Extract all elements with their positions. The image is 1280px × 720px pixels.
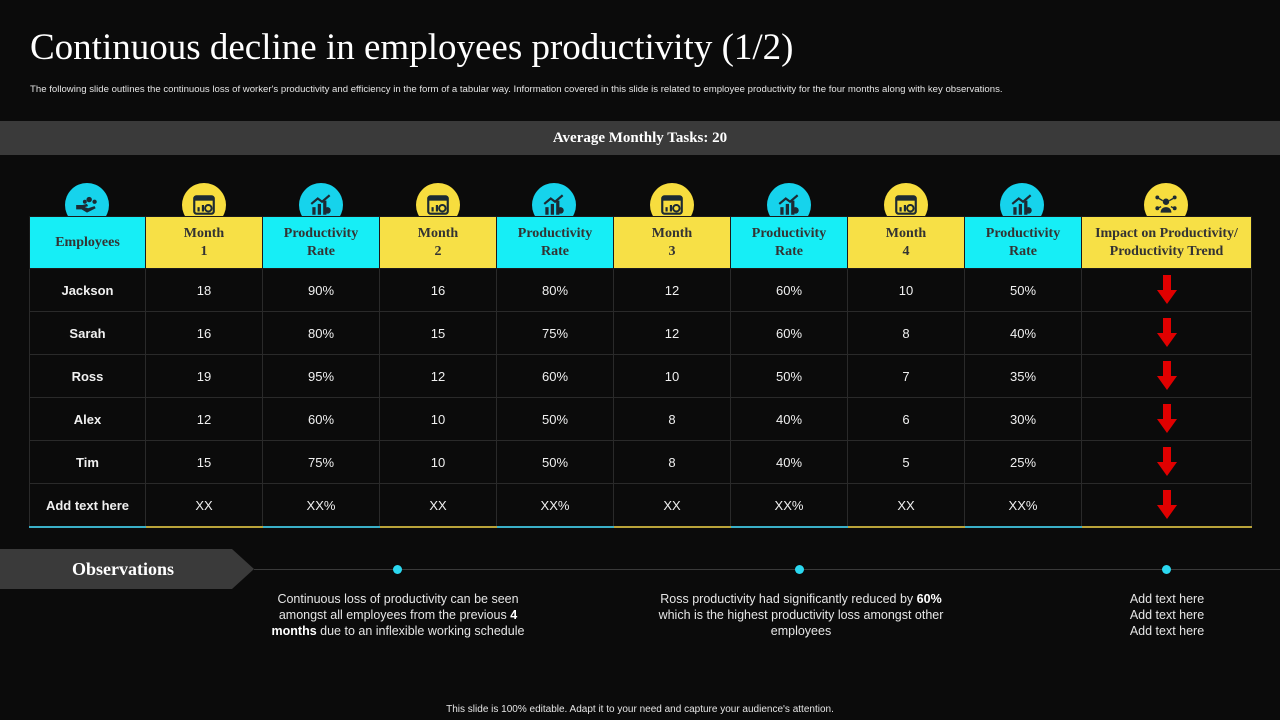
month-tasks-cell: 6 [847,397,965,441]
month-tasks-cell: 16 [379,268,497,312]
down-arrow-icon [1156,318,1177,347]
productivity-rate-cell: 80% [496,268,614,312]
page-title: Continuous decline in employees producti… [30,27,794,68]
productivity-rate-cell: XX% [964,483,1082,528]
month-tasks-cell: XX [379,483,497,528]
header-productivity-rate-3: Productivity Rate [730,216,848,269]
month-tasks-cell: 8 [613,440,731,484]
month-tasks-cell: 10 [379,440,497,484]
month-tasks-cell: 8 [847,311,965,355]
productivity-rate-cell: 35% [964,354,1082,398]
productivity-rate-cell: 60% [262,397,380,441]
header-employees: Employees [29,216,146,269]
average-tasks-bar: Average Monthly Tasks: 20 [0,121,1280,155]
productivity-rate-cell: 75% [262,440,380,484]
observation-marker [393,565,402,574]
table-header-row: Employees Month 1 Productivity Rate Month 2… [29,216,1252,269]
productivity-rate-cell: 40% [730,440,848,484]
footer-note: This slide is 100% editable. Adapt it to… [446,704,834,715]
header-month-4: Month 4 [847,216,965,269]
month-tasks-cell: 19 [145,354,263,398]
productivity-rate-cell: XX% [730,483,848,528]
observation-3: Add text here Add text here Add text her… [1129,592,1205,638]
month-tasks-cell: 12 [379,354,497,398]
productivity-rate-cell: 50% [496,397,614,441]
header-productivity-rate-4: Productivity Rate [964,216,1082,269]
month-tasks-cell: XX [847,483,965,528]
month-tasks-cell: 15 [145,440,263,484]
month-tasks-cell: XX [145,483,263,528]
observation-1: Continuous loss of productivity can be s… [271,592,525,638]
table-row: Sarah 16 80% 15 75% 12 60% 8 40% [29,311,1252,355]
trend-cell [1081,440,1252,484]
down-arrow-icon [1156,361,1177,390]
down-arrow-icon [1156,447,1177,476]
employee-name: Tim [29,440,146,484]
month-tasks-cell: 12 [145,397,263,441]
table-row: Tim 15 75% 10 50% 8 40% 5 25% [29,440,1252,484]
observation-2: Ross productivity had significantly redu… [658,592,944,638]
productivity-rate-cell: XX% [262,483,380,528]
productivity-rate-cell: 60% [730,311,848,355]
month-tasks-cell: 5 [847,440,965,484]
trend-cell [1081,311,1252,355]
productivity-rate-cell: 95% [262,354,380,398]
employee-name: Add text here [29,483,146,528]
month-tasks-cell: 18 [145,268,263,312]
employee-name: Alex [29,397,146,441]
page-subtitle: The following slide outlines the continu… [30,84,1003,95]
trend-cell [1081,397,1252,441]
productivity-rate-cell: 80% [262,311,380,355]
productivity-table-container: Employees Month 1 Productivity Rate Month 2… [29,216,1252,528]
header-productivity-rate-1: Productivity Rate [262,216,380,269]
trend-cell [1081,354,1252,398]
month-tasks-cell: 12 [613,268,731,312]
table-row: Jackson 18 90% 16 80% 12 60% 10 50% [29,268,1252,312]
productivity-rate-cell: 90% [262,268,380,312]
observations-divider [254,569,1280,570]
month-tasks-cell: 16 [145,311,263,355]
productivity-rate-cell: 60% [730,268,848,312]
observation-marker [1162,565,1171,574]
employee-name: Sarah [29,311,146,355]
observations-label: Observations [0,549,254,589]
month-tasks-cell: 12 [613,311,731,355]
month-tasks-cell: 10 [847,268,965,312]
productivity-rate-cell: 40% [964,311,1082,355]
average-tasks-label: Average Monthly Tasks: 20 [552,129,728,146]
header-impact: Impact on Productivity/Productivity Tren… [1081,216,1252,269]
trend-cell [1081,268,1252,312]
productivity-rate-cell: 50% [730,354,848,398]
productivity-rate-cell: 60% [496,354,614,398]
header-productivity-rate-2: Productivity Rate [496,216,614,269]
header-month-2: Month 2 [379,216,497,269]
header-month-3: Month 3 [613,216,731,269]
table-row: Add text here XX XX% XX XX% XX XX% XX XX% [29,483,1252,528]
table-row: Alex 12 60% 10 50% 8 40% 6 30% [29,397,1252,441]
table-body: Jackson 18 90% 16 80% 12 60% 10 50% Sarah 16 80% 15 7… [29,268,1252,528]
productivity-table: Employees Month 1 Productivity Rate Month 2… [29,216,1252,528]
down-arrow-icon [1156,275,1177,304]
month-tasks-cell: 8 [613,397,731,441]
productivity-rate-cell: XX% [496,483,614,528]
productivity-rate-cell: 40% [730,397,848,441]
month-tasks-cell: 10 [613,354,731,398]
table-row: Ross 19 95% 12 60% 10 50% 7 35% [29,354,1252,398]
productivity-rate-cell: 50% [496,440,614,484]
observation-marker [795,565,804,574]
header-month-1: Month 1 [145,216,263,269]
productivity-rate-cell: 25% [964,440,1082,484]
month-tasks-cell: XX [613,483,731,528]
productivity-rate-cell: 50% [964,268,1082,312]
month-tasks-cell: 7 [847,354,965,398]
month-tasks-cell: 10 [379,397,497,441]
down-arrow-icon [1156,404,1177,433]
productivity-rate-cell: 30% [964,397,1082,441]
employee-name: Ross [29,354,146,398]
employee-name: Jackson [29,268,146,312]
trend-cell [1081,483,1252,528]
month-tasks-cell: 15 [379,311,497,355]
down-arrow-icon [1156,490,1177,519]
productivity-rate-cell: 75% [496,311,614,355]
